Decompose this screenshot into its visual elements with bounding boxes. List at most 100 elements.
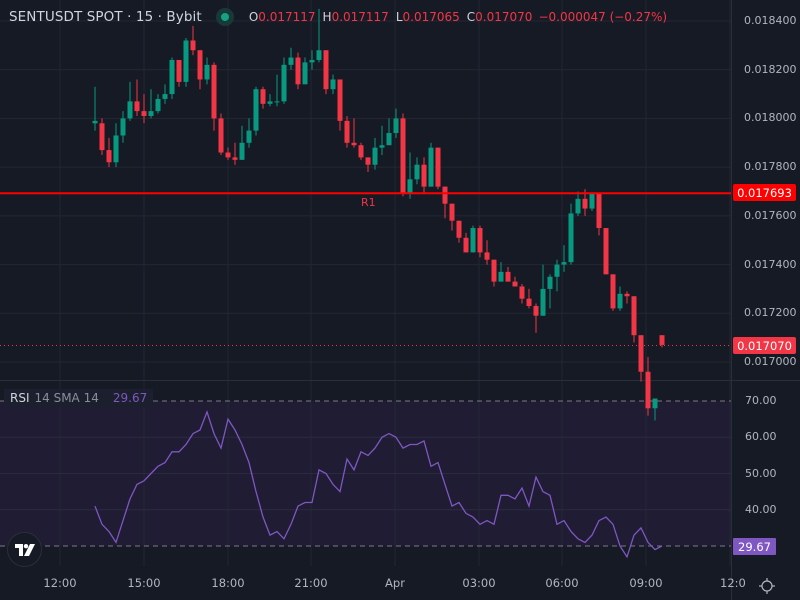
rsi-axis-label: 50.00 xyxy=(745,466,777,480)
candle xyxy=(309,59,315,63)
candle xyxy=(428,147,434,187)
candle xyxy=(197,50,203,80)
candle xyxy=(253,89,259,131)
candle xyxy=(659,335,665,345)
candle xyxy=(477,228,483,253)
candle xyxy=(512,281,518,287)
candle xyxy=(631,296,637,336)
candle xyxy=(211,64,217,119)
rsi-value-tag: 29.67 xyxy=(733,538,776,555)
candle xyxy=(351,142,357,146)
candle xyxy=(218,118,224,153)
candle xyxy=(281,64,287,102)
rsi-params: 14 SMA 14 xyxy=(34,391,99,405)
candle xyxy=(302,62,308,85)
candle xyxy=(505,271,511,282)
candle xyxy=(533,305,539,316)
time-axis-label: 12:00 xyxy=(43,576,77,590)
time-axis-label: 06:00 xyxy=(545,576,579,590)
candle xyxy=(365,157,371,165)
candle xyxy=(638,335,644,372)
candle xyxy=(498,271,504,282)
candle xyxy=(330,79,336,90)
rsi-axis-label: 40.00 xyxy=(745,502,777,516)
candle xyxy=(323,50,329,90)
price-axis-label: 0.018200 xyxy=(744,62,797,76)
candle xyxy=(568,213,574,263)
candle xyxy=(645,371,651,409)
symbol-title[interactable]: SENTUSDT SPOT · 15 · Bybit xyxy=(9,9,202,25)
candle xyxy=(239,142,245,160)
candle xyxy=(204,64,210,80)
candle xyxy=(617,293,623,309)
market-status-icon[interactable] xyxy=(215,8,234,26)
rsi-axis-label: 70.00 xyxy=(745,394,777,407)
candle xyxy=(561,262,567,265)
candle xyxy=(652,398,658,409)
candle xyxy=(540,288,546,316)
candle xyxy=(421,164,427,187)
candle xyxy=(386,133,392,146)
time-axis-label: 21:00 xyxy=(294,576,328,590)
tradingview-logo-icon[interactable] xyxy=(7,532,42,567)
candle xyxy=(463,237,469,253)
candle xyxy=(288,57,294,65)
price-axis-label: 0.018400 xyxy=(744,14,797,27)
price-axis-label: 0.017000 xyxy=(744,355,797,368)
candle xyxy=(575,198,581,214)
candle xyxy=(295,57,301,85)
rsi-value: 29.67 xyxy=(112,391,148,405)
low-label: L xyxy=(395,10,403,24)
open-label: O xyxy=(248,10,259,24)
rsi-legend[interactable]: RSI 14 SMA 14 29.67 xyxy=(4,389,154,407)
open-value: 0.017117 xyxy=(258,10,316,24)
time-axis-label: 03:00 xyxy=(462,576,496,590)
candle xyxy=(547,276,553,289)
candle xyxy=(610,274,616,309)
candle xyxy=(169,59,175,95)
rsi-name: RSI xyxy=(10,391,30,405)
candle xyxy=(449,203,455,221)
resistance-label: R1 xyxy=(361,196,376,209)
candle xyxy=(407,179,413,194)
candle xyxy=(134,101,140,112)
candle xyxy=(106,150,112,163)
high-value: 0.017117 xyxy=(331,10,389,24)
candle xyxy=(589,193,595,209)
candle xyxy=(141,111,147,116)
candle xyxy=(442,186,448,204)
candle xyxy=(582,198,588,209)
candle xyxy=(190,40,196,51)
pane-divider xyxy=(0,380,800,381)
time-axis-label: 12:0 xyxy=(720,576,746,590)
candle xyxy=(526,298,532,306)
price-axis-label: 0.018000 xyxy=(744,111,797,125)
close-label: C xyxy=(466,10,476,24)
candle xyxy=(484,252,490,260)
candle xyxy=(414,164,420,180)
price-axis-label: 0.017200 xyxy=(744,306,797,320)
candle xyxy=(316,50,322,60)
candle xyxy=(113,135,119,163)
price-axis-label: 0.017600 xyxy=(744,208,797,222)
time-axis-label: 15:00 xyxy=(127,576,161,590)
candle xyxy=(260,89,266,104)
candle xyxy=(148,111,154,116)
candle xyxy=(456,220,462,238)
candle xyxy=(92,120,98,124)
candle xyxy=(596,193,602,229)
candle xyxy=(232,157,238,160)
settings-gear-icon[interactable] xyxy=(758,577,776,595)
candle xyxy=(183,40,189,82)
candle xyxy=(519,286,525,299)
candle xyxy=(435,147,441,187)
price-axis-label: 0.017400 xyxy=(744,257,797,271)
candle xyxy=(120,118,126,136)
rsi-line xyxy=(94,409,663,559)
price-axis-label: 0.017800 xyxy=(744,160,797,174)
candle xyxy=(470,228,476,253)
candle xyxy=(372,147,378,165)
price-change: −0.000047 (−0.27%) xyxy=(538,10,668,24)
